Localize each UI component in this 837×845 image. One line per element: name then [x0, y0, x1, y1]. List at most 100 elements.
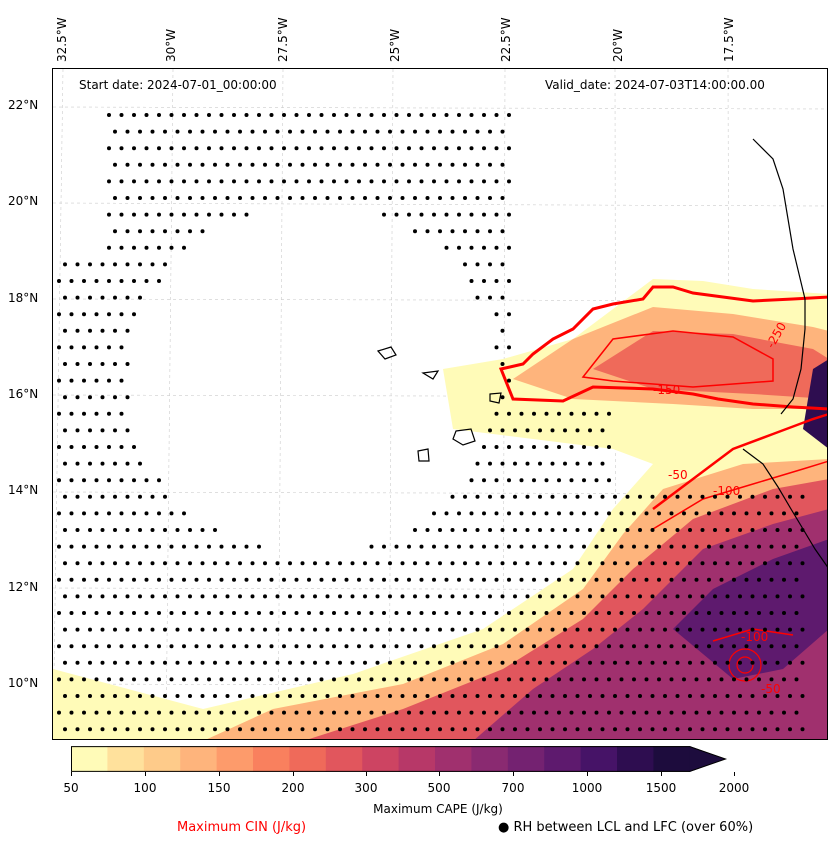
rh-dot: [94, 478, 99, 483]
rh-dot: [432, 146, 436, 151]
rh-dot: [582, 611, 586, 615]
coastlines: [376, 138, 827, 568]
rh-dot: [294, 577, 299, 582]
rh-dot: [200, 694, 205, 698]
rh-dot: [100, 428, 105, 433]
rh-dot: [788, 727, 792, 732]
rh-dot: [232, 146, 236, 151]
rh-dot: [332, 577, 336, 582]
rh-dot: [494, 445, 499, 449]
rh-dot: [119, 378, 124, 383]
rh-dot: [700, 627, 705, 632]
rh-dot: [619, 611, 624, 615]
rh-dot: [750, 727, 755, 732]
rh-dot: [644, 544, 649, 549]
rh-dot: [550, 528, 555, 532]
rh-dot: [94, 345, 99, 350]
rh-dot: [294, 710, 299, 715]
rh-dot: [263, 727, 267, 732]
rh-dot: [663, 561, 667, 566]
rh-dot: [125, 660, 130, 665]
rh-dot: [257, 710, 261, 715]
colorbar-segment: [507, 746, 545, 772]
rh-dot: [94, 577, 99, 582]
rh-dot: [600, 494, 605, 499]
rh-dot: [763, 727, 767, 732]
cape-band-700: [475, 509, 827, 739]
rh-dot: [700, 494, 705, 499]
rh-dot: [732, 544, 736, 549]
rh-dot: [332, 677, 336, 682]
rh-dot: [800, 561, 805, 566]
rh-dot: [294, 146, 299, 151]
rh-dot: [438, 129, 442, 134]
colorbar-tick-label: 2000: [718, 781, 750, 795]
rh-dot: [425, 660, 430, 665]
rh-dot: [600, 528, 605, 532]
rh-dot: [232, 544, 236, 549]
rh-dot: [344, 677, 349, 682]
rh-dot: [407, 577, 411, 582]
rh-dot: [507, 411, 511, 416]
rh-dot: [282, 577, 286, 582]
cin-legend: Maximum CIN (J/kg): [177, 820, 307, 835]
rh-dot: [507, 245, 511, 250]
rh-dot: [213, 727, 217, 732]
rh-dot: [394, 611, 399, 615]
rh-dot: [182, 710, 186, 715]
rh-dot: [569, 544, 574, 549]
rh-dot: [82, 710, 86, 715]
rh-dot: [282, 113, 286, 117]
rh-dot: [69, 411, 74, 416]
rh-dot: [757, 677, 761, 682]
rh-dot: [250, 196, 255, 200]
colorbar-tick-label: 150: [207, 781, 231, 795]
rh-dot: [400, 129, 405, 134]
rh-dot: [419, 146, 424, 151]
rh-dot: [794, 677, 799, 682]
rh-dot: [425, 196, 430, 200]
rh-dot: [769, 577, 774, 582]
rh-dot: [250, 561, 255, 566]
rh-dot: [725, 694, 730, 698]
rh-dot: [800, 627, 805, 632]
rh-dot: [669, 577, 674, 582]
rh-dot: [144, 511, 149, 516]
rh-dot: [188, 162, 192, 167]
rh-dot: [63, 362, 67, 366]
rh-dot: [488, 727, 492, 732]
rh-dot: [682, 577, 686, 582]
rh-dot: [419, 544, 424, 549]
rh-dot: [582, 445, 586, 449]
rh-dot: [594, 544, 599, 549]
rh-dot: [138, 561, 142, 566]
rh-dot: [719, 644, 724, 649]
rh-dot: [500, 561, 505, 566]
rh-dot: [782, 511, 786, 516]
rh-dot: [625, 660, 630, 665]
rh-dot: [75, 694, 80, 698]
rh-dot: [563, 660, 567, 665]
rh-dot: [744, 644, 749, 649]
rh-dot: [94, 411, 99, 416]
rh-dot: [588, 727, 592, 732]
rh-dot: [338, 660, 342, 665]
rh-dot: [632, 577, 636, 582]
rh-dot: [438, 229, 442, 234]
rh-dot: [775, 561, 780, 566]
rh-dot: [94, 644, 99, 649]
rh-dot: [594, 478, 599, 483]
rh-dot: [413, 594, 417, 599]
rh-dot: [219, 113, 224, 117]
rh-dot: [125, 627, 130, 632]
rh-dot: [125, 196, 130, 200]
rh-dot: [744, 677, 749, 682]
rh-dot: [125, 528, 130, 532]
rh-dot: [482, 644, 486, 649]
rh-dot: [544, 644, 549, 649]
rh-dot: [250, 694, 255, 698]
rh-dot: [63, 494, 67, 499]
rh-dot: [563, 727, 567, 732]
rh-dot: [107, 611, 111, 615]
rh-dot: [494, 511, 499, 516]
